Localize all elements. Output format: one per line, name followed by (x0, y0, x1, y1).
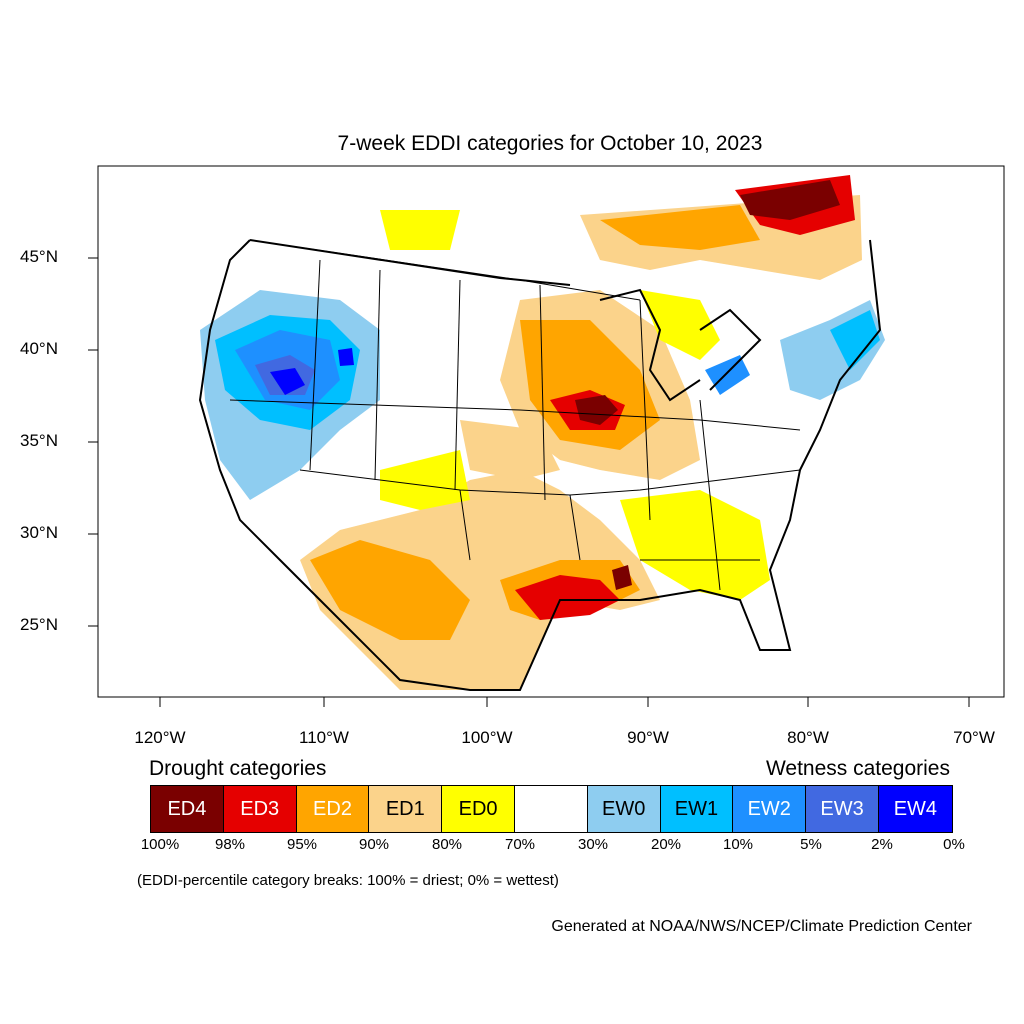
legend-label: ED4 (167, 797, 207, 820)
break-10: 10% (722, 836, 754, 853)
legend-label: EW3 (820, 797, 864, 820)
legend-ed0: ED0 (442, 786, 515, 832)
drought-categories-title: Drought categories (149, 757, 327, 780)
ed0-north (380, 210, 460, 250)
ew4-wyoming (338, 348, 354, 366)
legend-label: EW0 (602, 797, 646, 820)
legend-label: ED2 (313, 797, 352, 820)
ed4-louisiana (612, 565, 632, 590)
ed2-midwest (520, 320, 660, 450)
break-90: 90% (358, 836, 390, 853)
break-100: 100% (140, 836, 180, 853)
legend-ew2: EW2 (733, 786, 807, 832)
lon-tick-110: 110°W (299, 728, 349, 747)
wetness-categories-title: Wetness categories (765, 757, 950, 780)
lon-tick-120: 120°W (134, 728, 186, 747)
credit-line: Generated at NOAA/NWS/NCEP/Climate Predi… (551, 918, 972, 935)
break-20: 20% (650, 836, 682, 853)
ed0-midwest (640, 290, 720, 360)
lat-tick-45: 45°N (20, 247, 58, 266)
ed4-canada (740, 180, 840, 220)
legend-ed4: ED4 (151, 786, 224, 832)
map-title: 7-week EDDI categories for October 10, 2… (337, 132, 763, 155)
ew4-west (270, 368, 305, 395)
lon-tick-100: 100°W (461, 728, 513, 747)
ed0-plains (380, 450, 470, 510)
break-2: 2% (871, 836, 893, 853)
legend-label: ED0 (458, 797, 498, 820)
category-legend: ED4 ED3 ED2 ED1 ED0 EW0 EW1 EW2 EW3 EW4 (150, 785, 953, 833)
lon-tick-90: 90°W (627, 728, 669, 747)
break-70: 70% (504, 836, 536, 853)
category-breaks-note: (EDDI-percentile category breaks: 100% =… (137, 872, 559, 889)
legend-ew0: EW0 (587, 786, 661, 832)
legend-label: EW2 (747, 797, 791, 820)
ed4-midwest (575, 395, 618, 425)
legend-ed2: ED2 (296, 786, 370, 832)
break-30: 30% (577, 836, 609, 853)
legend-label: EW1 (674, 797, 719, 820)
ew1-northeast (830, 310, 880, 370)
lat-tick-35: 35°N (20, 431, 58, 450)
lon-tick-70: 70°W (953, 728, 995, 747)
break-80: 80% (431, 836, 463, 853)
legend-ew1: EW1 (660, 786, 734, 832)
legend-neutral (514, 786, 588, 832)
lat-tick-25: 25°N (20, 615, 58, 634)
legend-label: ED1 (385, 797, 425, 820)
break-95: 95% (286, 836, 318, 853)
ed2-southwest (310, 540, 470, 640)
ed1-texas-plains (460, 420, 560, 480)
legend-ed3: ED3 (223, 786, 297, 832)
ed0-southeast (620, 490, 770, 600)
break-0: 0% (943, 836, 965, 853)
break-5: 5% (800, 836, 822, 853)
legend-label: EW4 (893, 797, 938, 820)
lon-tick-80: 80°W (787, 728, 829, 747)
map-border (97, 165, 1005, 698)
break-98: 98% (214, 836, 246, 853)
legend-ew3: EW3 (806, 786, 879, 832)
lat-tick-40: 40°N (20, 339, 58, 358)
legend-ed1: ED1 (369, 786, 443, 832)
legend-ew4: EW4 (878, 786, 952, 832)
ed3-gulf (515, 575, 620, 620)
lat-tick-30: 30°N (20, 523, 58, 542)
legend-label: ED3 (240, 797, 280, 820)
ed2-canada (600, 205, 760, 250)
